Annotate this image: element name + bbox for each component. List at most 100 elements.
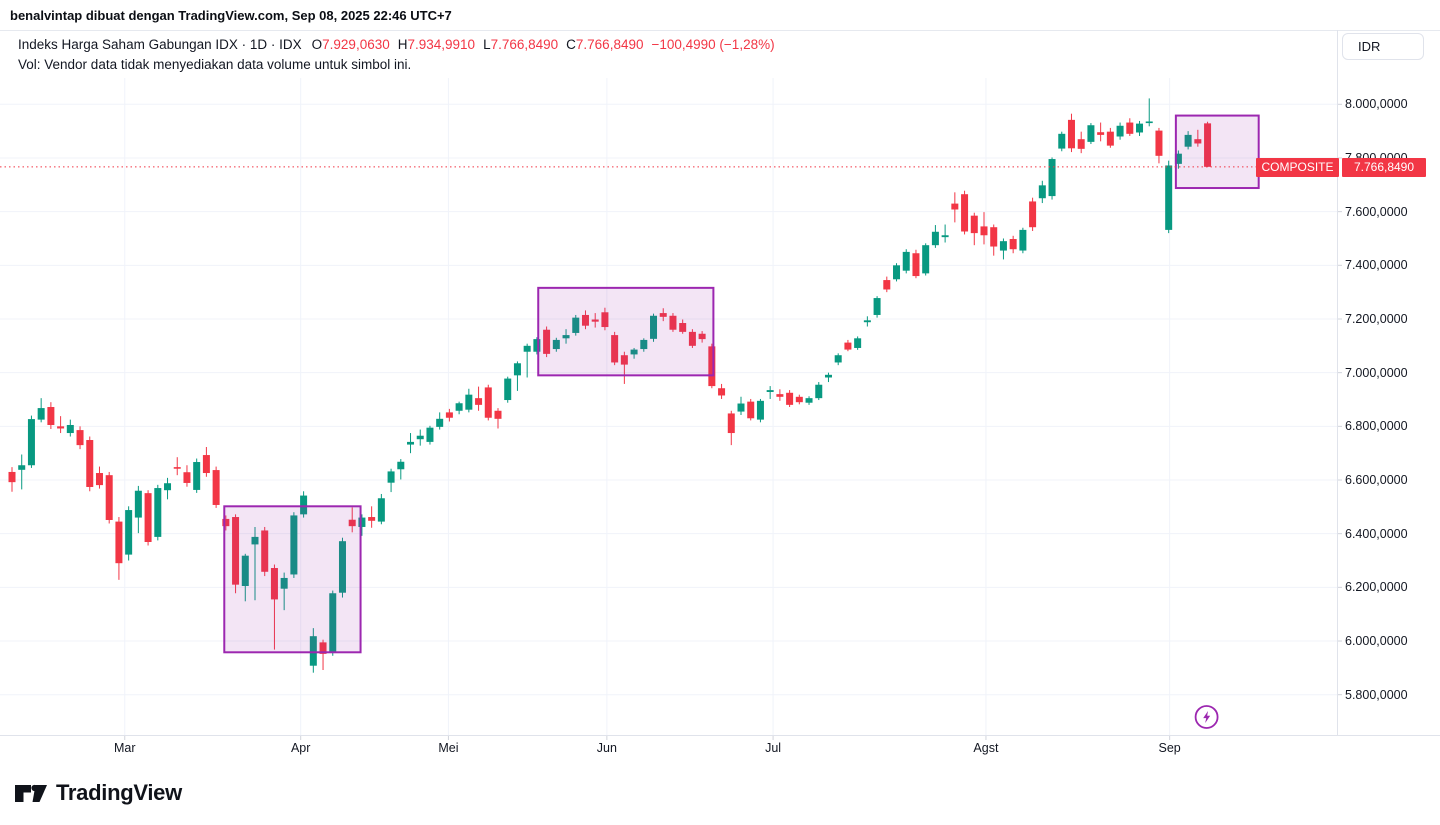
candle-body — [912, 253, 920, 277]
candle-body — [445, 412, 453, 418]
candle-body — [533, 339, 541, 352]
candle-body — [659, 313, 667, 317]
candle-body — [280, 577, 288, 589]
candle-body — [407, 441, 415, 445]
candle-body — [1165, 165, 1173, 230]
candle-body — [426, 427, 434, 442]
candle-body — [358, 517, 366, 527]
time-axis-label: Jun — [596, 741, 617, 755]
candle-body — [1097, 132, 1105, 135]
candle-body — [572, 317, 580, 333]
candle-body — [961, 194, 969, 232]
candle-body — [893, 265, 901, 280]
price-line-symbol-tag[interactable]: COMPOSITE — [1256, 158, 1339, 177]
candle-body — [834, 355, 842, 363]
candle-body — [1067, 119, 1075, 149]
candle-body — [348, 519, 356, 527]
candle-body — [8, 471, 16, 483]
candle-body — [679, 323, 687, 332]
candle-body — [455, 403, 463, 411]
candle-body — [552, 339, 560, 350]
candle-body — [329, 593, 337, 653]
candle-body — [144, 493, 152, 542]
price-axis-label: 7.400,0000 — [1345, 258, 1408, 273]
candle-body — [941, 235, 949, 238]
candle-body — [1184, 134, 1192, 147]
candle-body — [543, 329, 551, 354]
candle-body — [718, 388, 726, 396]
candle-body — [688, 331, 696, 346]
candle-body — [1048, 159, 1056, 197]
candle-body — [1077, 139, 1085, 149]
candle-body — [1116, 125, 1124, 137]
candle-body — [1009, 239, 1017, 250]
candle-body — [1038, 185, 1046, 199]
candle-body — [562, 335, 570, 339]
candle-body — [640, 339, 648, 350]
volume-note: Vol: Vendor data tidak menyediakan data … — [18, 57, 412, 72]
candle-body — [465, 394, 473, 410]
candle-body — [95, 473, 103, 486]
candle-body — [37, 408, 45, 420]
candle-body — [416, 435, 424, 440]
candle-body — [922, 245, 930, 274]
candle-body — [251, 536, 259, 545]
time-axis-label: Agst — [973, 741, 999, 755]
candle-body — [970, 215, 978, 234]
lightning-bolt-glyph — [1203, 710, 1211, 723]
candle-body — [1106, 131, 1114, 146]
candle-body — [436, 418, 444, 427]
candle-body — [125, 510, 133, 555]
price-axis-label: 5.800,0000 — [1345, 687, 1408, 702]
price-axis-label: 6.400,0000 — [1345, 526, 1408, 541]
candle-body — [173, 467, 181, 469]
drawing-rectangle[interactable] — [537, 286, 715, 377]
drawing-rectangle[interactable] — [223, 505, 362, 654]
candle-body — [854, 338, 862, 348]
candle-body — [805, 398, 813, 403]
candle-body — [708, 346, 716, 387]
candle-body — [1155, 130, 1163, 156]
candle-body — [980, 226, 988, 236]
price-axis-label: 6.800,0000 — [1345, 419, 1408, 434]
price-axis-label: 8.000,0000 — [1345, 97, 1408, 112]
price-axis-label: 7.000,0000 — [1345, 365, 1408, 380]
currency-button[interactable]: IDR — [1342, 33, 1424, 60]
price-axis-label: 7.200,0000 — [1345, 311, 1408, 326]
pane-divider — [0, 30, 1440, 31]
candle-body — [241, 555, 249, 587]
candle-body — [863, 320, 871, 323]
candle-body — [999, 241, 1007, 251]
candle-body — [66, 424, 74, 434]
candle-body — [611, 335, 619, 363]
candle-body — [727, 413, 735, 434]
candle-body — [319, 642, 327, 654]
candle-body — [669, 315, 677, 330]
candle-body — [232, 517, 240, 585]
candle-body — [1204, 123, 1212, 167]
price-axis-label: 6.000,0000 — [1345, 634, 1408, 649]
candle-body — [513, 363, 521, 376]
candle-body — [261, 530, 269, 572]
candle-body — [504, 378, 512, 401]
candle-body — [76, 430, 84, 446]
candle-body — [883, 280, 891, 290]
tradingview-logo[interactable]: TradingView — [14, 778, 182, 808]
candle-body — [397, 461, 405, 470]
symbol-title[interactable]: Indeks Harga Saham Gabungan IDX · 1D · I… — [18, 37, 302, 52]
candle-body — [523, 345, 531, 352]
candle-body — [931, 231, 939, 246]
ohlc-close: C7.766,8490 — [566, 37, 644, 52]
candle-body — [698, 333, 706, 340]
candle-body — [591, 319, 599, 322]
candle-body — [164, 483, 172, 491]
candle-body — [212, 470, 220, 505]
candle-body — [338, 541, 346, 593]
candle-body — [1174, 153, 1182, 164]
candle-body — [756, 400, 764, 420]
time-axis-label: Sep — [1158, 741, 1181, 755]
candle-body — [620, 355, 628, 365]
drawing-rectangle[interactable] — [1174, 114, 1260, 190]
